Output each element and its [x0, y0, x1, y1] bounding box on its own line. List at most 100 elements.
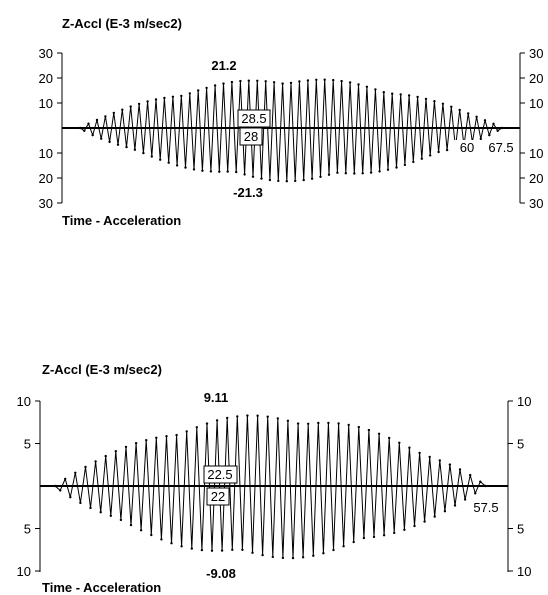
chart-1-data-point: [222, 82, 225, 85]
chart-1-data-point: [437, 150, 440, 154]
chart-1-data-point: [353, 172, 356, 175]
chart-1-data-point: [100, 137, 103, 140]
chart-2-data-point: [241, 548, 244, 551]
chart-1-data-point: [500, 126, 504, 130]
chart-1-data-point: [298, 80, 301, 83]
chart-1-annotation-3: 60: [460, 140, 474, 155]
chart-2-data-point: [210, 549, 214, 552]
chart-2-data-point: [165, 435, 168, 438]
chart-1-right-tick-label: 10: [529, 96, 543, 111]
chart-2-data-point: [428, 455, 431, 459]
chart-1-data-point: [154, 98, 158, 101]
chart-2-data-point: [448, 463, 452, 466]
chart-2-data-point: [296, 422, 300, 425]
chart-1-data-point: [281, 82, 284, 85]
chart-1-data-point: [424, 97, 428, 101]
chart-2-data-point: [317, 421, 320, 425]
chart-1-data-point: [433, 100, 436, 103]
chart-2-data-point: [220, 549, 224, 552]
chart-1-data-point: [407, 94, 411, 97]
chart-1-data-point: [235, 170, 238, 174]
chart-2-data-point: [463, 498, 467, 501]
chart-1-right-tick-label: 10: [529, 146, 543, 161]
chart-1-annotation-box-1: [237, 109, 271, 128]
chart-2-max-label: 9.11: [204, 390, 229, 405]
chart-2-right-tick-label: 5: [517, 437, 524, 452]
chart-2-data-point: [413, 524, 416, 528]
chart-1-data-point: [285, 180, 288, 183]
chart-1-data-point: [167, 161, 170, 164]
chart-1-data-point: [492, 122, 495, 126]
chart-2-data-point: [175, 433, 178, 437]
chart-2-data-point: [69, 496, 72, 499]
chart-1-data-point: [142, 151, 145, 155]
chart-1-data-point: [201, 169, 204, 172]
chart-1-data-point: [475, 115, 478, 119]
chart-2-data-point: [307, 422, 310, 425]
chart-1-left-tick-label: 10: [39, 96, 53, 111]
chart-2-data-point: [443, 510, 447, 513]
chart-2-data-point: [231, 548, 234, 551]
chart-1-annotation-box-2: [239, 127, 263, 146]
chart-1-data-point: [488, 133, 491, 137]
chart-2-data-point: [84, 465, 87, 469]
chart-1-data-point: [382, 91, 385, 94]
chart-1-left-tick-label: 30: [39, 46, 53, 61]
chart-1-data-point: [378, 170, 381, 173]
chart-2-data-point: [342, 545, 345, 548]
chart-2-data-point: [291, 556, 295, 560]
chart-2-annotation-bg-3: [470, 500, 502, 516]
chart-2-data-point: [276, 417, 279, 420]
chart-2-data-point: [312, 554, 315, 557]
chart-1-data-point: [247, 79, 250, 82]
chart-2-annotation-1: 22.5: [207, 467, 232, 482]
chart-1-data-point: [399, 93, 402, 96]
chart-2-data-point: [286, 419, 290, 422]
chart-1-data-point: [226, 170, 229, 173]
chart-2-data-point: [79, 501, 82, 505]
chart-1-data-point: [87, 122, 90, 125]
chart-1-data-point: [310, 177, 314, 180]
chart-2-data-point: [281, 556, 285, 560]
chart-1-data-point: [175, 164, 179, 167]
chart-2-title: Z-Accl (E-3 m/sec2): [42, 362, 162, 377]
chart-1-data-point: [163, 96, 166, 100]
chart-2-left-tick-label: 5: [24, 522, 31, 537]
chart-1-data-point: [108, 140, 111, 144]
chart-2-data-point: [382, 534, 386, 537]
chart-1-data-point: [361, 172, 364, 175]
chart-1-data-point: [479, 137, 482, 141]
chart-1: Z-Accl (E-3 m/sec2) 30 30 20 20 10 10 10 10 20 20…: [39, 16, 544, 228]
chart-2-data-point: [99, 511, 102, 514]
chart-2-data-point: [322, 552, 325, 555]
chart-1-data-point: [205, 86, 208, 90]
chart-1-data-point: [315, 78, 318, 82]
chart-2-data-point: [458, 468, 462, 471]
chart-1-annotation-bg-3: [454, 140, 476, 156]
chart-1-data-point: [95, 118, 99, 122]
chart-2-data-point: [408, 446, 411, 449]
chart-2-data-point: [195, 426, 198, 429]
chart-1-annotation-2: 28: [244, 129, 258, 144]
chart-1-data-point: [192, 168, 196, 171]
chart-1-data-point: [302, 178, 305, 182]
chart-1-x-label: Time - Acceleration: [62, 213, 181, 228]
chart-2-annotation-box-1: [203, 465, 238, 484]
chart-1-data-point: [386, 168, 390, 171]
chart-1-data-point: [218, 170, 221, 173]
chart-1-data-point: [374, 88, 377, 91]
chart-1-data-point: [78, 126, 82, 130]
chart-2-data-point: [74, 471, 77, 474]
chart-1-left-tick-label: 20: [39, 171, 53, 186]
chart-1-data-point: [159, 158, 162, 161]
chart-2-data-point: [94, 460, 97, 463]
chart-1-data-point: [323, 78, 326, 81]
chart-2-data-point: [129, 523, 133, 527]
chart-1-data-point: [213, 84, 217, 87]
chart-2-right-tick-label: 10: [517, 564, 531, 579]
chart-2-data-point: [180, 545, 183, 548]
chart-2-data-point: [236, 415, 239, 418]
chart-1-data-point: [395, 166, 398, 169]
chart-1-data-point: [112, 111, 116, 115]
chart-1-data-point: [268, 178, 272, 182]
